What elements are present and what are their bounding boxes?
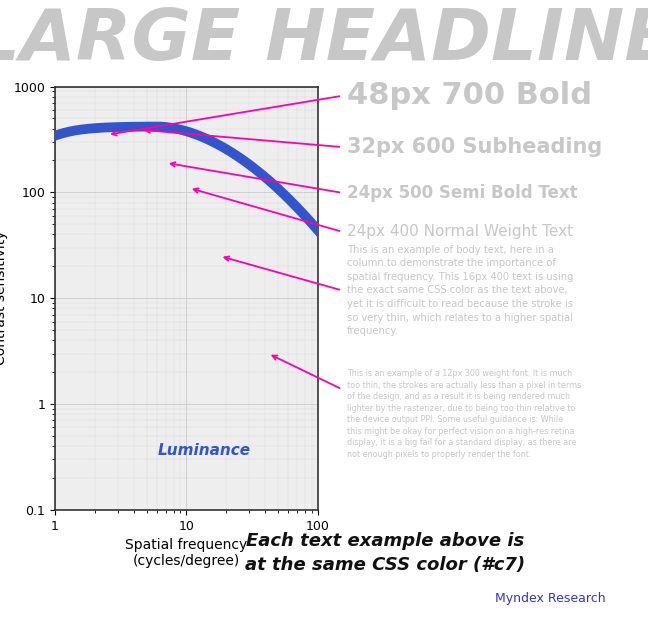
Text: Each text example above is
at the same CSS color (#c7): Each text example above is at the same C… [246, 532, 526, 574]
X-axis label: Spatial frequency
(cycles/degree): Spatial frequency (cycles/degree) [125, 538, 248, 569]
Text: Luminance: Luminance [158, 443, 251, 458]
Text: 24px 400 Normal Weight Text: 24px 400 Normal Weight Text [347, 224, 573, 239]
Text: 48px 700 Bold: 48px 700 Bold [347, 82, 592, 110]
Text: 32px 600 Subheading: 32px 600 Subheading [347, 137, 602, 157]
Text: 24px 500 Semi Bold Text: 24px 500 Semi Bold Text [347, 184, 577, 202]
Y-axis label: Contrast sensitivity: Contrast sensitivity [0, 231, 8, 365]
Text: LARGE HEADLINE: LARGE HEADLINE [0, 6, 648, 75]
Text: This is an example of body text, here in a
column to demonstrate the importance : This is an example of body text, here in… [347, 245, 573, 336]
Text: Myndex Research: Myndex Research [495, 591, 606, 605]
Text: This is an example of a 12px 300 weight font. It is much
too thin, the strokes a: This is an example of a 12px 300 weight … [347, 370, 581, 459]
